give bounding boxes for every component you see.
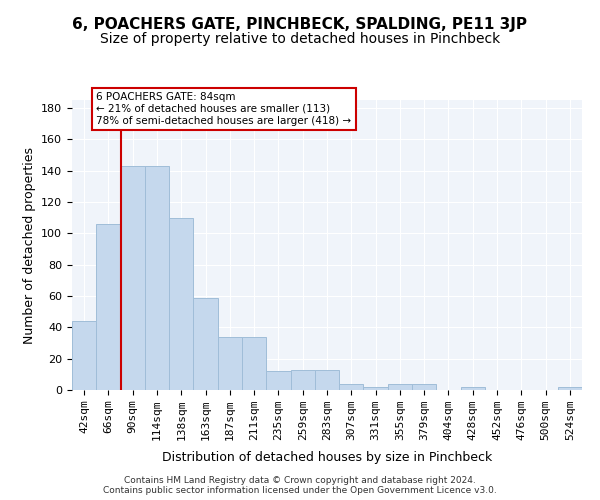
Text: 6 POACHERS GATE: 84sqm
← 21% of detached houses are smaller (113)
78% of semi-de: 6 POACHERS GATE: 84sqm ← 21% of detached… — [96, 92, 352, 126]
Bar — [315, 370, 339, 390]
Bar — [121, 166, 145, 390]
Bar — [96, 224, 121, 390]
Bar — [339, 384, 364, 390]
Bar — [290, 370, 315, 390]
Bar — [145, 166, 169, 390]
Bar — [412, 384, 436, 390]
Text: 6, POACHERS GATE, PINCHBECK, SPALDING, PE11 3JP: 6, POACHERS GATE, PINCHBECK, SPALDING, P… — [73, 18, 527, 32]
Bar — [242, 336, 266, 390]
Y-axis label: Number of detached properties: Number of detached properties — [23, 146, 35, 344]
Bar — [169, 218, 193, 390]
X-axis label: Distribution of detached houses by size in Pinchbeck: Distribution of detached houses by size … — [162, 452, 492, 464]
Bar — [558, 387, 582, 390]
Bar — [461, 387, 485, 390]
Bar — [266, 371, 290, 390]
Bar — [72, 321, 96, 390]
Bar — [388, 384, 412, 390]
Bar — [218, 336, 242, 390]
Bar — [193, 298, 218, 390]
Text: Contains HM Land Registry data © Crown copyright and database right 2024.
Contai: Contains HM Land Registry data © Crown c… — [103, 476, 497, 495]
Text: Size of property relative to detached houses in Pinchbeck: Size of property relative to detached ho… — [100, 32, 500, 46]
Bar — [364, 387, 388, 390]
